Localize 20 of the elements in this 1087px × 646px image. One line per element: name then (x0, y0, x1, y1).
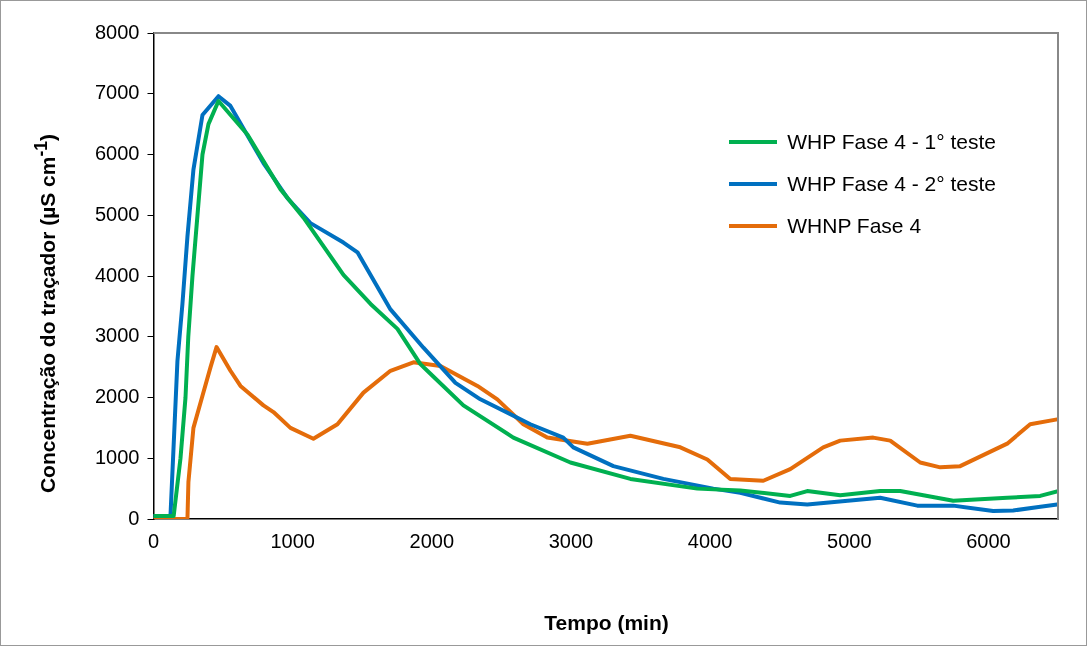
y-tick-label: 7000 (94, 81, 140, 104)
x-tick-label: 2000 (409, 529, 455, 552)
x-tick-label: 4000 (687, 529, 733, 552)
legend-label: WHP Fase 4 - 2° teste (787, 172, 996, 196)
x-tick-label: 5000 (827, 529, 872, 552)
y-tick-label: 4000 (94, 263, 140, 286)
x-tick-label: 0 (147, 529, 160, 552)
y-tick-label: 1000 (94, 445, 140, 468)
y-tick-label: 8000 (94, 20, 140, 43)
y-tick-label: 2000 (94, 385, 140, 408)
y-tick-label: 6000 (94, 142, 140, 165)
y-tick-label: 3000 (94, 324, 140, 347)
legend-label: WHP Fase 4 - 1° teste (787, 130, 996, 154)
y-tick-label: 0 (128, 506, 140, 529)
x-tick-label: 1000 (270, 529, 315, 552)
x-axis-title: Tempo (min) (543, 611, 670, 635)
x-tick-label: 3000 (548, 529, 594, 552)
y-tick-label: 5000 (94, 202, 140, 225)
x-tick-label: 6000 (966, 529, 1011, 552)
legend-label: WHNP Fase 4 (787, 214, 922, 238)
